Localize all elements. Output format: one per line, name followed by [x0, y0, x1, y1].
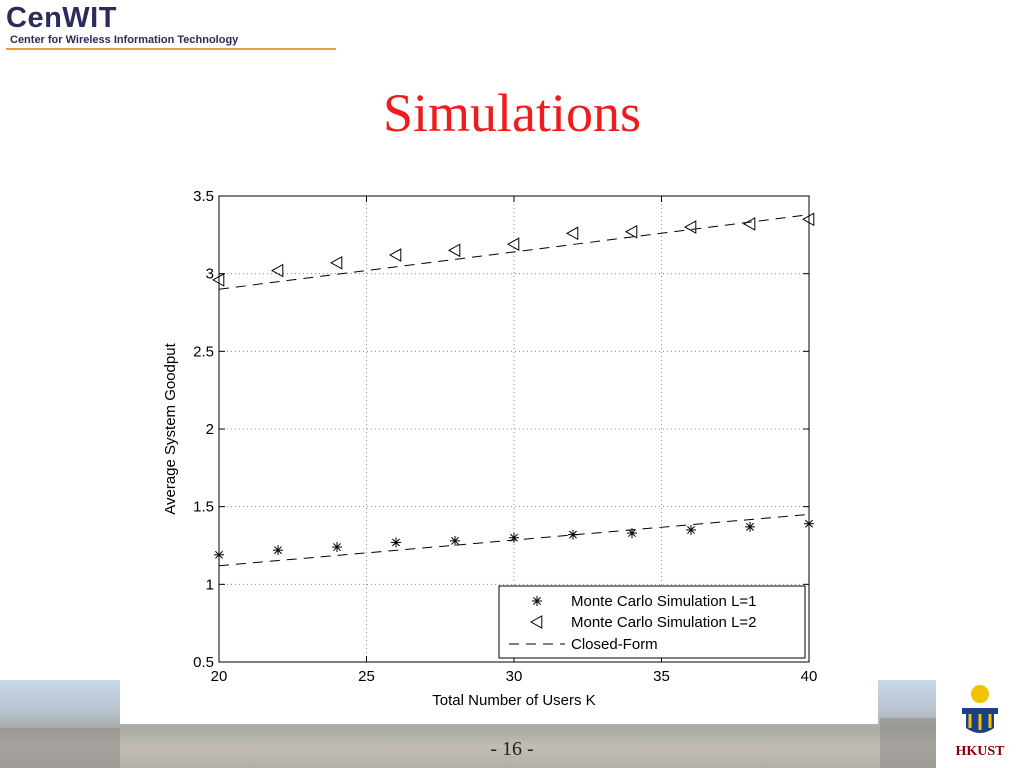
l1-point: [804, 518, 814, 529]
l2-point: [211, 273, 225, 287]
y-tick-label: 2: [206, 421, 214, 438]
l2-point: [388, 248, 402, 262]
l1-point: [509, 532, 519, 543]
tick-labels: 20 25 30 35 40 0.5 1 1.5 2 2.5 3 3.5: [193, 188, 817, 685]
l2-point: [447, 243, 461, 258]
hkust-crest-icon: [962, 685, 998, 733]
y-tick-label: 3: [206, 266, 214, 283]
x-tick-label: 30: [506, 668, 523, 685]
l1-point: [450, 535, 460, 546]
background-building: [880, 718, 936, 768]
asterisk-stroke: [628, 529, 636, 538]
logo-subtitle: Center for Wireless Information Technolo…: [10, 34, 239, 46]
y-tick-label: 1.5: [193, 499, 214, 516]
l2-point: [742, 217, 756, 231]
asterisk-stroke: [333, 543, 341, 552]
asterisk-stroke: [215, 550, 223, 559]
l2-point: [565, 226, 579, 241]
x-tick-label: 20: [211, 668, 228, 685]
logo-wordmark: CenWIT: [6, 2, 117, 35]
data-series: [211, 212, 815, 567]
l1-point: [391, 537, 401, 548]
logo-wit: WIT: [62, 2, 117, 34]
hkust-logo: [936, 680, 1024, 768]
asterisk-stroke: [569, 530, 577, 539]
l1-point: [686, 524, 696, 535]
asterisk-stroke: [451, 536, 459, 545]
l2-point: [683, 220, 697, 234]
legend-box: [498, 585, 806, 659]
asterisk-stroke: [274, 546, 282, 555]
slide-title: Simulations: [382, 83, 642, 143]
x-tick-label: 35: [653, 668, 670, 685]
cenwit-logo: CenWIT Center for Wireless Information T…: [6, 2, 336, 50]
y-tick-label: 3.5: [193, 188, 214, 205]
asterisk-stroke: [805, 519, 813, 528]
l2-point: [329, 255, 343, 270]
axes: [218, 195, 810, 663]
asterisk-stroke: [687, 526, 695, 534]
l2-point: [801, 212, 815, 227]
l1-point: [273, 545, 283, 556]
legend-marker-triangle: [529, 615, 543, 629]
x-tick-label: 40: [801, 668, 818, 685]
closed-form-line-l1: [218, 513, 810, 567]
l1-point: [332, 542, 342, 553]
asterisk-stroke: [533, 597, 541, 605]
y-tick-label: 1: [206, 576, 214, 593]
asterisk-stroke: [746, 522, 754, 531]
y-tick-label: 2.5: [193, 343, 214, 360]
l2-point: [270, 263, 284, 278]
legend-label: Monte Carlo Simulation L=2: [571, 614, 757, 631]
closed-form-line-l2: [218, 214, 810, 290]
l2-point: [506, 237, 520, 252]
hkust-label: HKUST: [955, 744, 1005, 759]
l2-point: [624, 224, 638, 239]
background-building: [0, 728, 120, 768]
logo-cen: Cen: [6, 2, 63, 34]
legend-label: Monte Carlo Simulation L=1: [571, 593, 757, 610]
legend-marker-asterisk: [532, 596, 542, 606]
asterisk-stroke: [392, 538, 400, 547]
page-number: - 16 -: [490, 738, 534, 760]
grid-lines: [219, 196, 809, 662]
l1-point: [745, 521, 755, 532]
l1-point: [214, 549, 224, 560]
y-tick-label: 0.5: [193, 654, 214, 671]
y-axis-label: Average System Goodput: [162, 342, 179, 514]
x-tick-label: 25: [358, 668, 375, 685]
legend-label: Closed-Form: [571, 636, 658, 653]
logo-underline: [6, 48, 336, 50]
x-axis-label: Total Number of Users K: [432, 692, 595, 709]
goodput-chart: 20 25 30 35 40 0.5 1 1.5 2 2.5 3 3.5 Total Number o…: [162, 188, 817, 709]
legend: Monte Carlo Simulation L=1 Monte Carlo Si…: [498, 585, 806, 659]
